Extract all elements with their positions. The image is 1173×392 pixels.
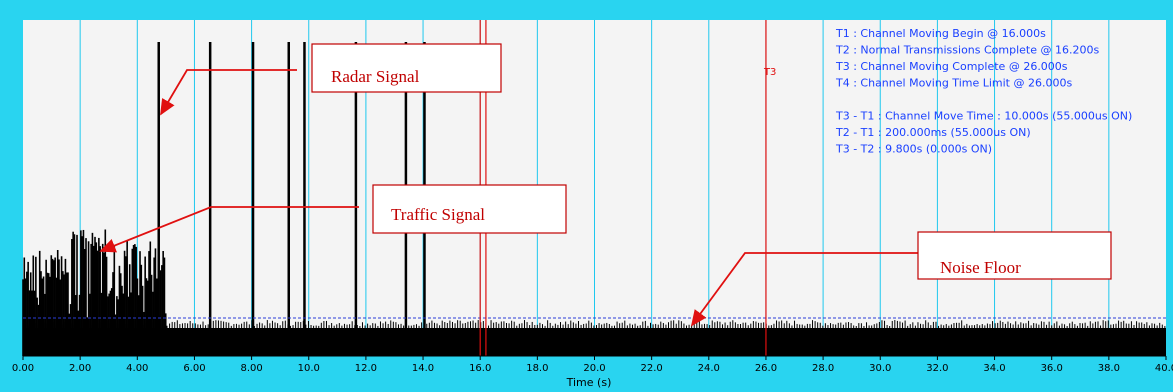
annotation-arrow: [99, 206, 359, 253]
x-tick-label: 18.0: [526, 363, 548, 374]
info-line: T4 : Channel Moving Time Limit @ 26.000s: [835, 77, 1072, 90]
annotation-box: [372, 184, 567, 234]
annotation-label: Noise Floor: [940, 258, 1021, 277]
x-tick-label: 10.0: [298, 363, 320, 374]
annotations: Radar Signal Traffic Signal Noise Floor: [99, 43, 1112, 327]
info-line: T2 : Normal Transmissions Complete @ 16.…: [835, 44, 1099, 57]
x-tick-label: 4.00: [126, 363, 148, 374]
info-line: T3 - T2 : 9.800s (0.000s ON): [835, 143, 992, 156]
noise-floor-band: [23, 328, 1166, 356]
noise-floor: [22, 320, 1166, 356]
x-tick-label: 32.0: [926, 363, 948, 374]
marker-label-t3: T3: [763, 67, 776, 78]
x-tick-label: 0.00: [12, 363, 34, 374]
info-line: T3 : Channel Moving Complete @ 26.000s: [835, 60, 1068, 73]
info-panel: T1 : Channel Moving Begin @ 16.000s T2 : …: [835, 27, 1132, 156]
x-tick-label: 38.0: [1098, 363, 1120, 374]
annotation-label: Traffic Signal: [391, 205, 485, 224]
title-strip: [0, 0, 1173, 18]
x-tick-label: 26.0: [755, 363, 777, 374]
annotation-arrow: [160, 69, 297, 116]
x-tick-label: 40.0: [1155, 363, 1173, 374]
x-tick-label: 28.0: [812, 363, 834, 374]
annotation-label: Radar Signal: [331, 67, 420, 86]
x-tick-label: 30.0: [869, 363, 891, 374]
x-tick-label: 22.0: [641, 363, 663, 374]
x-tick-label: 36.0: [1041, 363, 1063, 374]
info-line: T3 - T1 : Channel Move Time : 10.000s (5…: [835, 110, 1132, 123]
annotation-box: [917, 231, 1112, 280]
x-tick-label: 24.0: [698, 363, 720, 374]
x-tick-label: 6.00: [183, 363, 205, 374]
x-tick-label: 34.0: [983, 363, 1005, 374]
x-tick-label: 16.0: [469, 363, 491, 374]
x-tick-label: 14.0: [412, 363, 434, 374]
info-line: T2 - T1 : 200.000ms (55.000us ON): [835, 126, 1031, 139]
x-tick-label: 20.0: [583, 363, 605, 374]
x-tick-label: 2.00: [69, 363, 91, 374]
x-axis-ticks: 0.00 2.00 4.00 6.00 8.00 10.0 12.0 14.0 16.0 18.0…: [12, 356, 1173, 374]
x-axis-label: Time (s): [566, 376, 612, 389]
x-tick-label: 8.00: [240, 363, 262, 374]
info-line: T1 : Channel Moving Begin @ 16.000s: [835, 27, 1046, 40]
annotation-box: [311, 43, 502, 93]
x-tick-label: 12.0: [355, 363, 377, 374]
